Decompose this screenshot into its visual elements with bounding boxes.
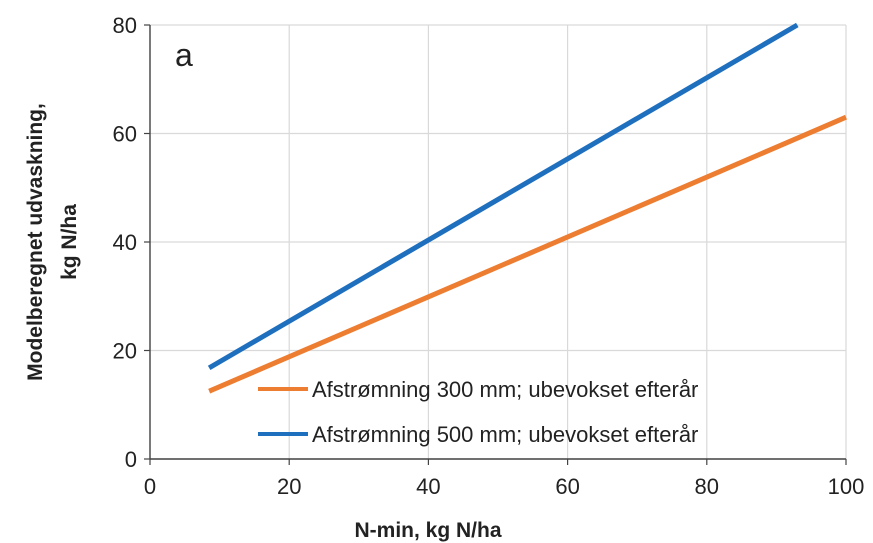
- y-tick-labels: 0 20 40 60 80: [113, 13, 137, 472]
- x-tick-label: 40: [416, 474, 440, 499]
- y-tick-label: 0: [125, 447, 137, 472]
- x-axis-title: N-min, kg N/ha: [354, 519, 501, 542]
- axes: [144, 24, 847, 465]
- y-tick-label: 40: [113, 230, 137, 255]
- x-tick-label: 80: [695, 474, 719, 499]
- series-line-1: [207, 22, 799, 371]
- y-tick-label: 60: [113, 122, 137, 147]
- x-tick-label: 20: [277, 474, 301, 499]
- legend: Afstrømning 300 mm; ubevokset efterår Af…: [258, 377, 698, 447]
- x-tick-label: 0: [144, 474, 156, 499]
- panel-label: a: [175, 37, 193, 73]
- y-tick-label: 80: [113, 13, 137, 38]
- y-tick-label: 20: [113, 339, 137, 364]
- x-tick-label: 100: [828, 474, 865, 499]
- legend-label-300mm: Afstrømning 300 mm; ubevokset efterår: [312, 377, 698, 402]
- legend-label-500mm: Afstrømning 500 mm; ubevokset efterår: [312, 422, 698, 447]
- y-axis-title-line2: kg N/ha: [58, 204, 81, 280]
- series-line-0: [208, 114, 847, 394]
- x-tick-labels: 0 20 40 60 80 100: [144, 474, 864, 499]
- series-layer: [207, 22, 847, 394]
- x-tick-label: 60: [555, 474, 579, 499]
- y-axis-title-line1: Modelberegnet udvaskning,: [24, 103, 47, 381]
